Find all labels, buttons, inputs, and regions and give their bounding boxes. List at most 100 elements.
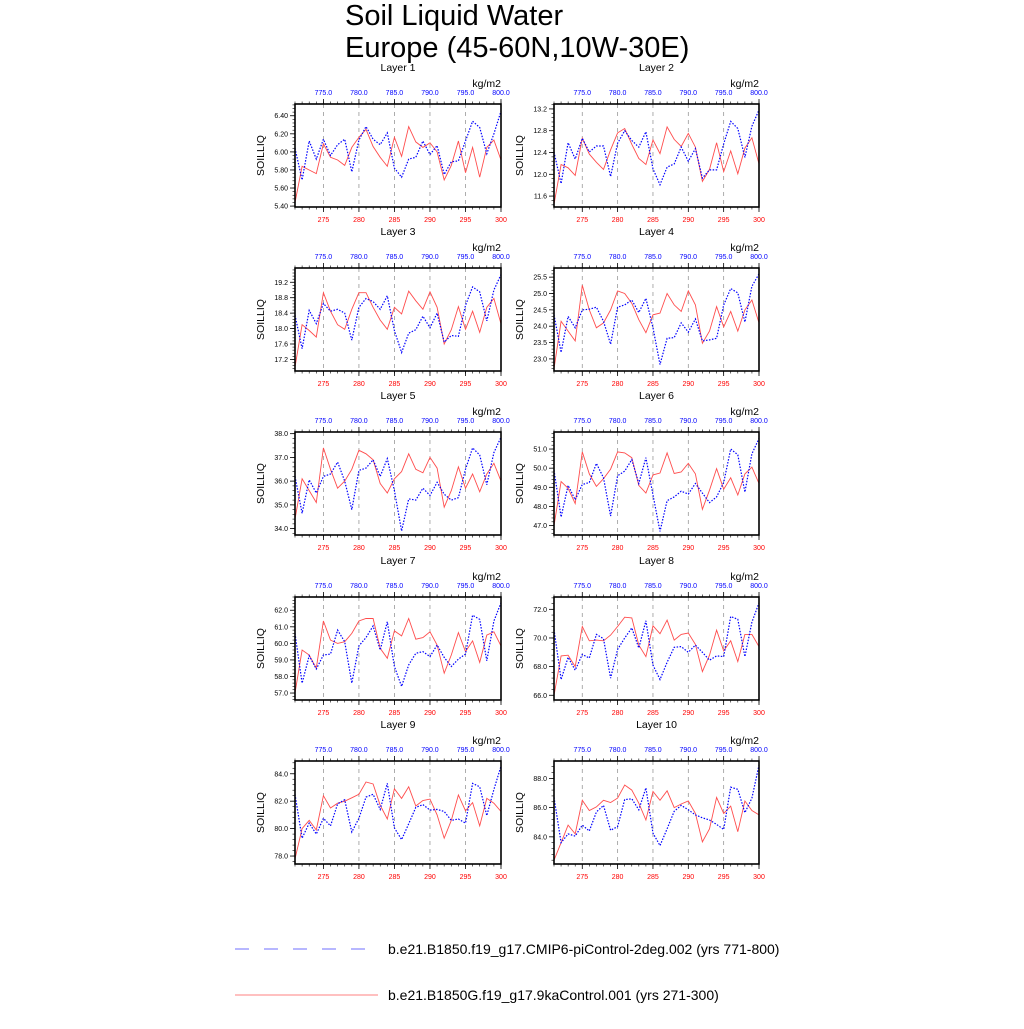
x-tick-label-top: 775.0 (315, 583, 333, 590)
x-tick-label-top: 785.0 (386, 747, 404, 754)
y-tick-label: 82.0 (274, 799, 288, 806)
y-tick-label: 6.20 (274, 131, 288, 138)
x-tick-label-top: 795.0 (715, 747, 733, 754)
panel-layer-3: Layer 3kg/m2SOILLIQ275775.0280780.028578… (255, 226, 510, 388)
x-tick-label-top: 775.0 (315, 747, 333, 754)
y-tick-label: 60.0 (274, 641, 288, 648)
units-label: kg/m2 (730, 735, 759, 747)
x-tick-label-bottom: 285 (389, 545, 401, 552)
x-tick-label-bottom: 290 (424, 710, 436, 717)
y-tick-label: 6.00 (274, 149, 288, 156)
panel-title: Layer 3 (380, 226, 415, 238)
x-tick-label-top: 780.0 (609, 90, 627, 97)
y-tick-label: 51.0 (533, 447, 547, 454)
x-tick-label-bottom: 275 (318, 545, 330, 552)
y-axis-label: SOILLIQ (514, 628, 526, 669)
series-line-blue (554, 274, 759, 365)
x-tick-label-top: 780.0 (609, 583, 627, 590)
x-tick-label-bottom: 275 (318, 710, 330, 717)
x-tick-label-top: 800.0 (492, 418, 510, 425)
x-tick-label-top: 780.0 (350, 254, 368, 261)
plot-frame (295, 432, 501, 535)
units-label: kg/m2 (730, 78, 759, 90)
x-tick-label-bottom: 300 (753, 874, 765, 881)
y-axis-label: SOILLIQ (514, 299, 526, 340)
y-tick-label: 12.8 (533, 128, 547, 135)
y-tick-label: 17.2 (274, 357, 288, 364)
x-tick-label-top: 790.0 (421, 583, 439, 590)
x-tick-label-top: 785.0 (644, 90, 662, 97)
panel-title: Layer 6 (639, 390, 674, 402)
x-tick-label-top: 800.0 (750, 583, 768, 590)
x-tick-label-bottom: 295 (460, 217, 472, 224)
x-tick-label-bottom: 300 (495, 545, 507, 552)
x-tick-label-bottom: 280 (612, 381, 624, 388)
y-tick-label: 48.0 (533, 504, 547, 511)
x-tick-label-top: 780.0 (350, 583, 368, 590)
x-tick-label-top: 780.0 (350, 418, 368, 425)
x-tick-label-top: 800.0 (492, 90, 510, 97)
x-tick-label-top: 785.0 (386, 583, 404, 590)
figure-subtitle: Europe (45-60N,10W-30E) (345, 32, 689, 64)
series-line-red (554, 785, 759, 860)
x-tick-label-bottom: 280 (612, 874, 624, 881)
x-tick-label-top: 785.0 (644, 418, 662, 425)
x-tick-label-bottom: 275 (576, 874, 588, 881)
units-label: kg/m2 (730, 571, 759, 583)
y-tick-label: 72.0 (533, 607, 547, 614)
panel-layer-4: Layer 4kg/m2SOILLIQ275775.0280780.028578… (514, 226, 768, 388)
panel-layer-5: Layer 5kg/m2SOILLIQ275775.0280780.028578… (255, 390, 510, 552)
x-tick-label-top: 775.0 (574, 418, 592, 425)
x-tick-label-bottom: 295 (718, 874, 730, 881)
panel-title: Layer 1 (380, 62, 415, 74)
x-tick-label-top: 775.0 (574, 583, 592, 590)
plot-frame (295, 268, 501, 371)
x-tick-label-top: 795.0 (457, 418, 475, 425)
x-tick-label-bottom: 300 (753, 710, 765, 717)
x-tick-label-bottom: 285 (389, 217, 401, 224)
y-tick-label: 49.0 (533, 485, 547, 492)
y-tick-label: 13.2 (533, 106, 547, 113)
x-tick-label-bottom: 295 (460, 545, 472, 552)
legend-label-blue: b.e21.B1850.f19_g17.CMIP6-piControl-2deg… (388, 941, 779, 957)
panel-layer-8: Layer 8kg/m2SOILLIQ275775.0280780.028578… (514, 555, 768, 717)
series-line-red (295, 619, 501, 694)
y-tick-label: 24.5 (533, 307, 547, 314)
x-tick-label-top: 790.0 (680, 583, 698, 590)
y-tick-label: 6.40 (274, 113, 288, 120)
x-tick-label-bottom: 280 (353, 545, 365, 552)
y-tick-label: 18.4 (274, 311, 288, 318)
x-tick-label-top: 785.0 (644, 254, 662, 261)
x-tick-label-top: 780.0 (609, 254, 627, 261)
series-line-blue (554, 439, 759, 532)
series-line-red (295, 291, 501, 367)
x-tick-label-top: 790.0 (680, 90, 698, 97)
y-axis-label: SOILLIQ (514, 463, 526, 504)
panel-title: Layer 5 (380, 390, 415, 402)
y-axis-label: SOILLIQ (255, 463, 267, 504)
series-line-red (554, 127, 759, 204)
units-label: kg/m2 (472, 571, 501, 583)
plot-frame (295, 761, 501, 864)
units-label: kg/m2 (472, 735, 501, 747)
y-tick-label: 25.5 (533, 275, 547, 282)
x-tick-label-bottom: 290 (682, 381, 694, 388)
units-label: kg/m2 (472, 242, 501, 254)
y-tick-label: 68.0 (533, 664, 547, 671)
x-tick-label-top: 795.0 (457, 90, 475, 97)
series-line-red (295, 782, 501, 859)
x-tick-label-top: 795.0 (715, 418, 733, 425)
x-tick-label-bottom: 285 (647, 381, 659, 388)
x-tick-label-bottom: 285 (647, 874, 659, 881)
y-tick-label: 25.0 (533, 291, 547, 298)
x-tick-label-bottom: 295 (718, 545, 730, 552)
y-tick-label: 37.0 (274, 455, 288, 462)
x-tick-label-top: 785.0 (386, 418, 404, 425)
x-tick-label-bottom: 295 (460, 381, 472, 388)
y-tick-label: 36.0 (274, 479, 288, 486)
series-line-blue (295, 437, 501, 531)
panel-title: Layer 8 (639, 555, 674, 567)
x-tick-label-top: 795.0 (715, 254, 733, 261)
x-tick-label-bottom: 275 (318, 874, 330, 881)
x-tick-label-bottom: 290 (682, 874, 694, 881)
